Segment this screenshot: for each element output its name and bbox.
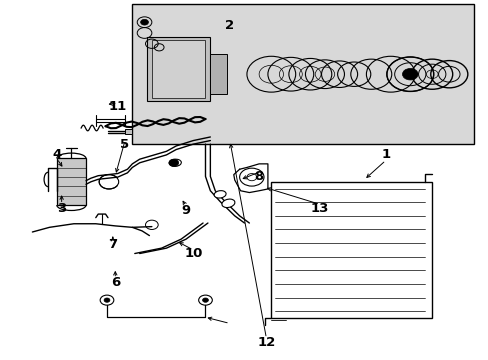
Circle shape: [402, 68, 417, 80]
Circle shape: [202, 298, 208, 302]
Bar: [125, 129, 132, 134]
Text: 8: 8: [254, 170, 263, 183]
Text: 10: 10: [184, 247, 202, 260]
Text: 11: 11: [108, 100, 126, 113]
Circle shape: [168, 159, 178, 166]
Bar: [132, 4, 473, 144]
Circle shape: [141, 19, 148, 25]
Bar: [271, 182, 431, 318]
Ellipse shape: [169, 159, 181, 166]
Text: 12: 12: [257, 336, 275, 348]
Text: 2: 2: [225, 19, 234, 32]
Ellipse shape: [214, 191, 225, 198]
Bar: [152, 40, 205, 98]
Text: 7: 7: [108, 238, 117, 251]
Circle shape: [104, 298, 110, 302]
Text: 9: 9: [181, 204, 190, 217]
Bar: [210, 54, 227, 94]
Text: 5: 5: [120, 138, 129, 150]
Text: 13: 13: [310, 202, 328, 215]
Bar: [147, 37, 210, 101]
Text: 6: 6: [110, 276, 120, 289]
Ellipse shape: [222, 199, 234, 208]
Text: 4: 4: [52, 148, 61, 161]
Bar: [57, 158, 86, 205]
Text: 1: 1: [381, 148, 390, 161]
Text: 3: 3: [57, 202, 66, 215]
